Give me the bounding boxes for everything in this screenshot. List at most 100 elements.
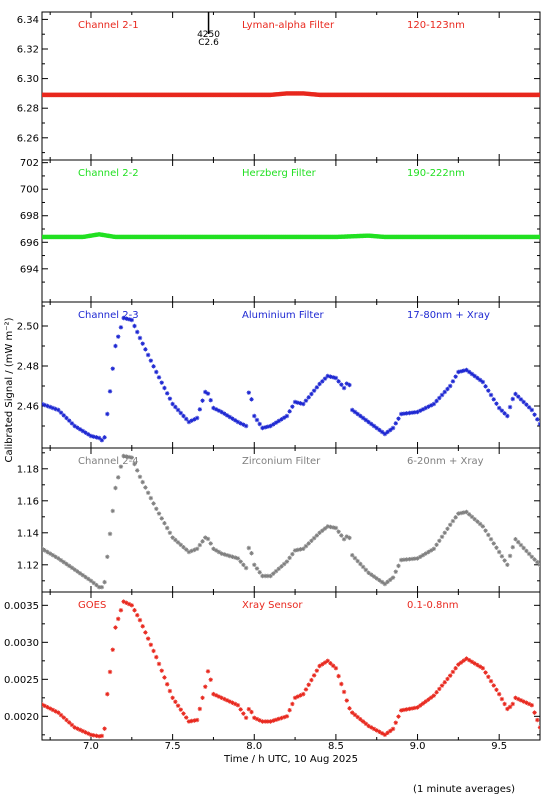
data-point: [311, 388, 317, 393]
data-point: [273, 569, 279, 574]
data-point: [309, 538, 314, 543]
data-point: [526, 701, 532, 707]
data-point: [461, 658, 467, 663]
data-point: [189, 418, 194, 423]
data-point: [170, 695, 175, 701]
data-point: [154, 369, 159, 375]
data-point: [320, 662, 325, 667]
data-point: [241, 562, 246, 567]
data-point: [322, 376, 328, 381]
data-point: [121, 315, 126, 321]
data-point: [67, 720, 72, 725]
data-point: [344, 381, 349, 386]
data-point: [341, 385, 347, 391]
data-point: [407, 706, 412, 712]
data-point: [369, 421, 374, 427]
data-point: [404, 557, 409, 562]
data-point: [113, 625, 118, 630]
data-point: [121, 453, 126, 459]
y-tick-label: 6.34: [17, 15, 39, 26]
data-point: [197, 706, 203, 712]
series-markers: [42, 599, 540, 739]
data-point: [505, 413, 510, 419]
y-tick-label: 2.50: [17, 322, 39, 333]
data-point: [197, 407, 203, 412]
data-point: [453, 666, 458, 671]
data-point: [320, 528, 325, 533]
data-point: [496, 691, 502, 697]
data-point: [145, 352, 151, 358]
data-point: [355, 411, 360, 417]
filter-label: Aluminium Filter: [242, 310, 325, 321]
data-point: [273, 717, 279, 722]
data-point: [290, 551, 295, 557]
data-point: [303, 543, 309, 549]
data-point: [516, 394, 521, 399]
data-point: [377, 427, 382, 433]
data-point: [396, 714, 401, 719]
data-point: [265, 573, 271, 579]
data-point: [276, 716, 281, 722]
data-point: [317, 663, 322, 669]
data-point: [233, 555, 238, 560]
data-point: [154, 506, 159, 511]
data-point: [91, 733, 96, 738]
data-point: [494, 687, 499, 693]
data-point: [453, 515, 458, 520]
data-point: [396, 563, 401, 569]
data-point: [330, 375, 336, 380]
data-point: [317, 530, 322, 535]
data-point: [524, 700, 529, 705]
data-point: [423, 405, 428, 411]
data-point: [439, 534, 445, 539]
data-point: [336, 673, 341, 679]
data-point: [507, 553, 513, 559]
panel-label: Channel 2-4: [78, 456, 139, 467]
data-point: [393, 569, 398, 574]
panel-frame: [41, 159, 541, 303]
data-point: [77, 727, 83, 733]
data-point: [464, 656, 469, 661]
data-point: [129, 603, 135, 608]
data-point: [369, 572, 374, 577]
data-point: [456, 662, 461, 667]
data-point: [140, 624, 145, 629]
data-point: [472, 373, 477, 379]
data-point: [445, 676, 450, 682]
data-point: [249, 709, 254, 715]
data-point: [298, 401, 303, 406]
data-point: [431, 401, 437, 407]
data-point: [330, 525, 336, 530]
y-tick-label: 6.32: [17, 45, 39, 56]
data-point: [205, 669, 211, 674]
data-point: [99, 733, 105, 739]
data-point: [314, 668, 320, 673]
flare-class-label: C2.6: [198, 38, 219, 48]
data-point: [126, 454, 132, 460]
x-tick-label: 9.5: [491, 741, 507, 752]
data-point: [271, 422, 276, 427]
data-point: [115, 334, 121, 339]
data-point: [442, 530, 447, 535]
data-point: [271, 718, 276, 723]
data-point: [469, 514, 475, 519]
data-point: [137, 617, 143, 623]
data-point: [382, 431, 388, 437]
data-point: [243, 715, 249, 720]
data-point: [113, 485, 118, 491]
data-point: [521, 699, 526, 704]
data-point: [385, 730, 390, 736]
data-point: [499, 554, 505, 559]
data-point: [366, 570, 371, 575]
data-point: [200, 398, 205, 403]
data-point: [393, 421, 398, 426]
data-point: [47, 551, 53, 556]
y-tick-label: 696: [20, 238, 39, 249]
data-point: [164, 391, 170, 396]
data-point: [513, 695, 518, 701]
data-point: [486, 674, 491, 680]
data-point: [219, 409, 224, 415]
data-point: [50, 553, 56, 558]
data-point: [200, 695, 205, 701]
data-point: [167, 530, 173, 535]
